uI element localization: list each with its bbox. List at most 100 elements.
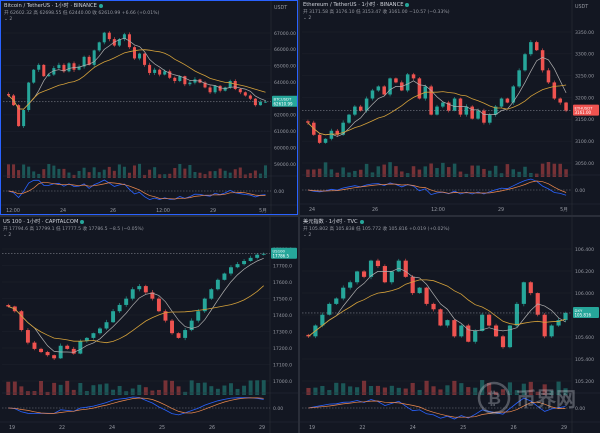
panel-eth[interactable]: Ethereum / TetherUS · 1小时 · BINANCE 开 31… xyxy=(300,0,600,215)
ma-short-line xyxy=(8,37,266,110)
volume-bar xyxy=(62,168,66,178)
candle-body xyxy=(341,122,345,135)
candle-body xyxy=(78,341,83,354)
candle-body xyxy=(72,63,76,70)
volume-bar xyxy=(156,389,161,395)
volume-bar xyxy=(143,174,147,178)
panel-header[interactable]: 美元指数 · 1小时 · TVC xyxy=(303,219,364,225)
candle-body xyxy=(411,74,416,79)
ma-short-line xyxy=(307,57,567,137)
symbol-title[interactable]: Bitcoin / TetherUS · 1小时 · BINANCE xyxy=(4,3,97,9)
candle-body xyxy=(213,85,217,93)
volume-bar xyxy=(470,165,474,177)
volume-bar xyxy=(12,164,16,178)
candle-body xyxy=(317,134,322,143)
volume-bar xyxy=(389,385,394,395)
volume-bar xyxy=(176,386,181,395)
volume-bar xyxy=(353,170,357,177)
layout-divider-horizontal[interactable] xyxy=(0,215,600,217)
panel-header[interactable]: Bitcoin / TetherUS · 1小时 · BINANCE xyxy=(4,3,103,9)
candle-body xyxy=(376,86,381,91)
price-tag xyxy=(573,104,599,116)
volume-bar xyxy=(77,170,81,178)
price-tag-value: 105.816 xyxy=(575,313,592,318)
volume-bar xyxy=(556,381,561,395)
volume-bar xyxy=(355,387,360,395)
volume-bar xyxy=(368,385,374,395)
candle-body xyxy=(98,328,102,334)
volume-bar xyxy=(505,164,510,177)
volume-bar xyxy=(170,380,174,395)
price-tick-label: 17200.0 xyxy=(273,346,292,352)
candle-body xyxy=(320,314,325,326)
candle-body xyxy=(130,289,135,299)
price-chart[interactable]: 3350.00 3300.00 3250.00 3200.00 3150.00 3100.… xyxy=(300,0,600,215)
candle-body xyxy=(353,106,357,115)
panel-header[interactable]: US 100 · 1小时 · CAPITALCOM xyxy=(3,219,85,225)
indicator-toggle[interactable]: ⌄ 2 xyxy=(303,16,312,21)
candle-body xyxy=(77,66,81,70)
time-tick-label: 19 xyxy=(309,425,315,431)
symbol-title[interactable]: US 100 · 1小时 · CAPITALCOM xyxy=(3,219,79,225)
price-chart[interactable]: 106.400106.200106.000105.800105.600105.4… xyxy=(300,217,600,433)
indicator-toggle[interactable]: ⌄ 2 xyxy=(4,17,13,22)
volume-bar xyxy=(27,166,31,178)
volume-bar xyxy=(92,167,96,178)
signal-line xyxy=(308,400,566,418)
panel-btc[interactable]: Bitcoin / TetherUS · 1小时 · BINANCE 开 626… xyxy=(0,0,298,215)
volume-bar xyxy=(12,381,17,395)
panel-dxy[interactable]: 美元指数 · 1小时 · TVC 开 105.802 高 105.838 低 1… xyxy=(300,217,600,433)
indicator-toggle[interactable]: ⌄ 2 xyxy=(303,233,312,238)
candle-body xyxy=(452,98,457,111)
time-tick-label: 5月 xyxy=(560,207,568,213)
axis-unit-label: USDT xyxy=(274,5,287,11)
volume-bar xyxy=(435,168,439,177)
volume-bar xyxy=(452,163,457,177)
volume-bar xyxy=(189,380,194,395)
candle-body xyxy=(111,311,116,323)
panel-header[interactable]: Ethereum / TetherUS · 1小时 · BINANCE xyxy=(303,2,410,8)
volume-bar xyxy=(193,171,197,178)
candle-body xyxy=(534,42,539,51)
volume-bar xyxy=(458,171,463,177)
symbol-title[interactable]: Ethereum / TetherUS · 1小时 · BINANCE xyxy=(303,2,404,8)
volume-bar xyxy=(482,168,486,177)
axis-unit-label: USDT xyxy=(575,4,588,10)
price-tick-label: 17400.0 xyxy=(273,313,292,319)
price-chart[interactable]: 67000.0066000.0065000.0064000.0063000.00… xyxy=(1,1,298,215)
candle-body xyxy=(493,325,499,337)
candle-body xyxy=(429,86,433,115)
volume-bar xyxy=(466,387,471,395)
volume-bar xyxy=(429,163,433,177)
candle-body xyxy=(546,70,551,83)
candle-body xyxy=(327,303,332,315)
price-tick-label: 106.000 xyxy=(575,291,594,297)
time-tick-label: 22 xyxy=(359,425,365,431)
symbol-title[interactable]: 美元指数 · 1小时 · TVC xyxy=(303,219,358,225)
candle-body xyxy=(52,355,57,359)
volume-bar xyxy=(255,380,260,395)
volume-bar xyxy=(542,384,547,395)
indicator-toggle[interactable]: ⌄ 2 xyxy=(3,233,12,238)
candle-body xyxy=(107,32,111,40)
volume-bar xyxy=(72,174,76,178)
candle-body xyxy=(552,82,557,99)
ma-short-line xyxy=(8,257,264,353)
candle-body xyxy=(473,330,478,342)
volume-bar xyxy=(493,391,499,395)
macd-line xyxy=(308,397,566,420)
volume-bar xyxy=(122,166,126,178)
volume-bar xyxy=(431,386,436,395)
volume-bar xyxy=(7,164,11,178)
panel-us100[interactable]: US 100 · 1小时 · CAPITALCOM 开 17794.6 高 17… xyxy=(0,217,298,433)
volume-bar xyxy=(117,385,122,395)
volume-bar xyxy=(228,172,232,178)
volume-bar xyxy=(17,170,21,178)
volume-bar xyxy=(183,391,188,395)
candle-body xyxy=(178,76,182,81)
candle-body xyxy=(459,325,464,337)
price-chart[interactable]: 17800.017700.017600.017500.017400.017300… xyxy=(0,217,298,433)
candle-body xyxy=(417,78,422,99)
volume-bar xyxy=(534,173,539,177)
